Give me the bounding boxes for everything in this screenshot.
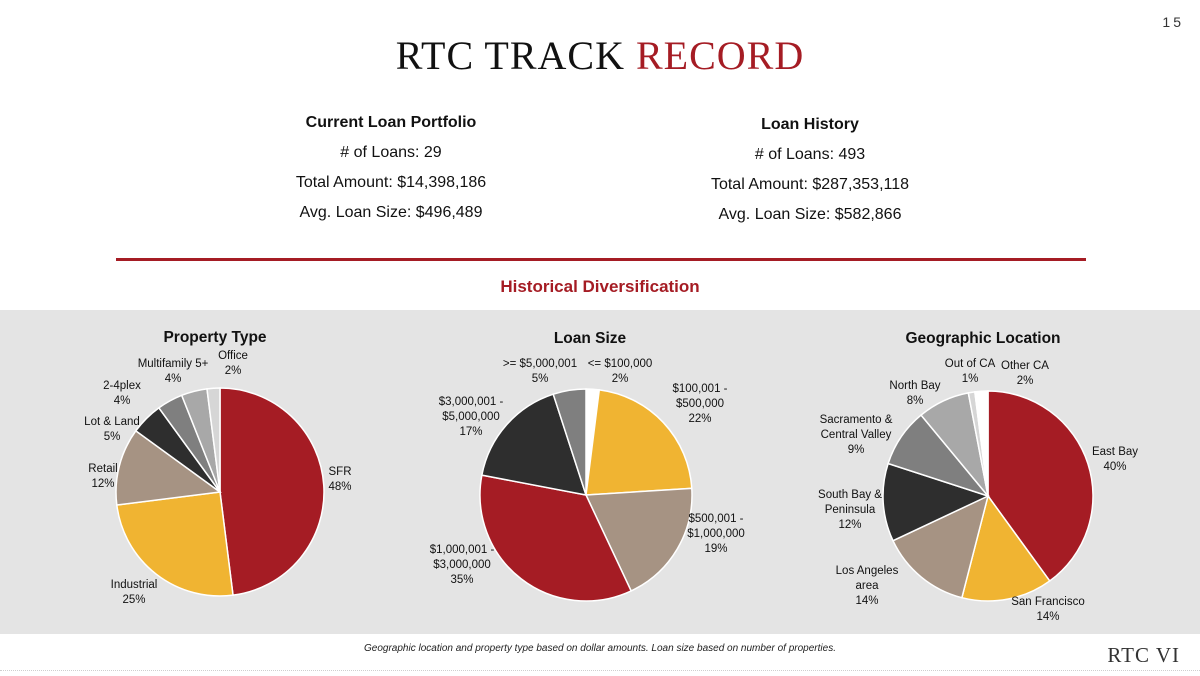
pie-slice-5-000-001 [552, 388, 587, 496]
slice-label-other-ca: Other CA 2% [1001, 360, 1049, 387]
chart-title-property-type: Property Type [163, 329, 266, 346]
slice-label-100-000: <= $100,000 2% [588, 358, 653, 385]
slice-label-south-bay: South Bay & Peninsula 12% [818, 489, 882, 531]
pie-slice-east-bay [987, 390, 1094, 582]
slice-label-san-francisco: San Francisco 14% [1011, 596, 1085, 623]
footnote: Geographic location and property type ba… [364, 643, 836, 654]
slice-label-sacramento: Sacramento & Central Valley 9% [820, 414, 893, 456]
pie-charts: SFR 48% Industrial 25% Retail 12% Lot & Land 5%… [84, 329, 1138, 623]
pie-slice-500-001 [584, 487, 693, 592]
page-number: 15 [1162, 14, 1184, 30]
loan-history: Loan History # of Loans: 493 Total Amoun… [630, 116, 990, 236]
chart-title-loan-size: Loan Size [554, 330, 627, 347]
loan-history-loans: # of Loans: 493 [754, 146, 866, 163]
pie-slice-1-000-001 [479, 474, 633, 602]
slice-label-los-angeles: Los Angeles area 14% [836, 565, 899, 607]
pie-slice-100-001 [585, 389, 693, 496]
pie-slice-san-francisco [960, 494, 1051, 602]
chart-title-geographic-location: Geographic Location [905, 330, 1060, 347]
slice-label-office: Office 2% [218, 350, 248, 377]
title-part-2: RECORD [635, 33, 805, 78]
slice-label-1-000-001: $1,000,001 -$3,000,000 35% [430, 544, 495, 586]
current-portfolio-avg: Avg. Loan Size: $496,489 [299, 204, 483, 221]
title-part-1: RTC TRACK [395, 33, 625, 78]
pie-slice-los-angeles [891, 494, 990, 599]
slice-label-lot-land: Lot & Land 5% [84, 416, 140, 443]
pie-loan-size [479, 388, 693, 602]
slice-label-3-000-001: $3,000,001 -$5,000,000 17% [439, 396, 504, 438]
slice-label-retail: Retail 12% [88, 463, 117, 490]
pie-slice-south-bay [882, 462, 991, 542]
current-portfolio-heading: Current Loan Portfolio [305, 114, 477, 131]
slice-label-out-of-ca: Out of CA 1% [945, 358, 996, 385]
slice-label-5-000-001: >= $5,000,001 5% [503, 358, 577, 385]
page-title: RTC TRACK RECORD [0, 32, 1200, 79]
section-title: Historical Diversification [500, 277, 700, 296]
current-portfolio-loans: # of Loans: 29 [340, 144, 442, 161]
pie-slice-sfr [219, 387, 325, 597]
pie-slice-industrial [115, 491, 234, 597]
current-loan-portfolio: Current Loan Portfolio # of Loans: 29 To… [211, 114, 571, 234]
section-divider [116, 258, 1086, 261]
bottom-divider [0, 670, 1200, 671]
pie-property-type [115, 387, 325, 597]
pie-slice-office [206, 387, 221, 493]
slice-label-east-bay: East Bay 40% [1092, 446, 1138, 473]
slice-label-north-bay: North Bay 8% [889, 380, 940, 407]
slice-label-industrial: Industrial 25% [111, 579, 158, 606]
slice-label-sfr: SFR 48% [328, 466, 351, 493]
loan-history-avg: Avg. Loan Size: $582,866 [718, 206, 902, 223]
pie-slice-other-ca [974, 390, 989, 497]
current-portfolio-total: Total Amount: $14,398,186 [295, 174, 487, 191]
loan-history-heading: Loan History [761, 116, 859, 133]
brand-logo: RTC VI [1107, 643, 1180, 667]
slice-label-multifamily-5: Multifamily 5+ 4% [138, 358, 209, 385]
loan-history-total: Total Amount: $287,353,118 [710, 176, 910, 193]
slice-label-500-001: $500,001 -$1,000,000 19% [687, 513, 745, 555]
pie-slice-retail [115, 429, 222, 506]
slice-label-2-4plex: 2-4plex 4% [103, 380, 141, 407]
pie-geographic-location [882, 390, 1094, 602]
slice-label-100-001: $100,001 -$500,000 22% [673, 383, 728, 425]
pie-slice-3-000-001 [481, 393, 588, 496]
